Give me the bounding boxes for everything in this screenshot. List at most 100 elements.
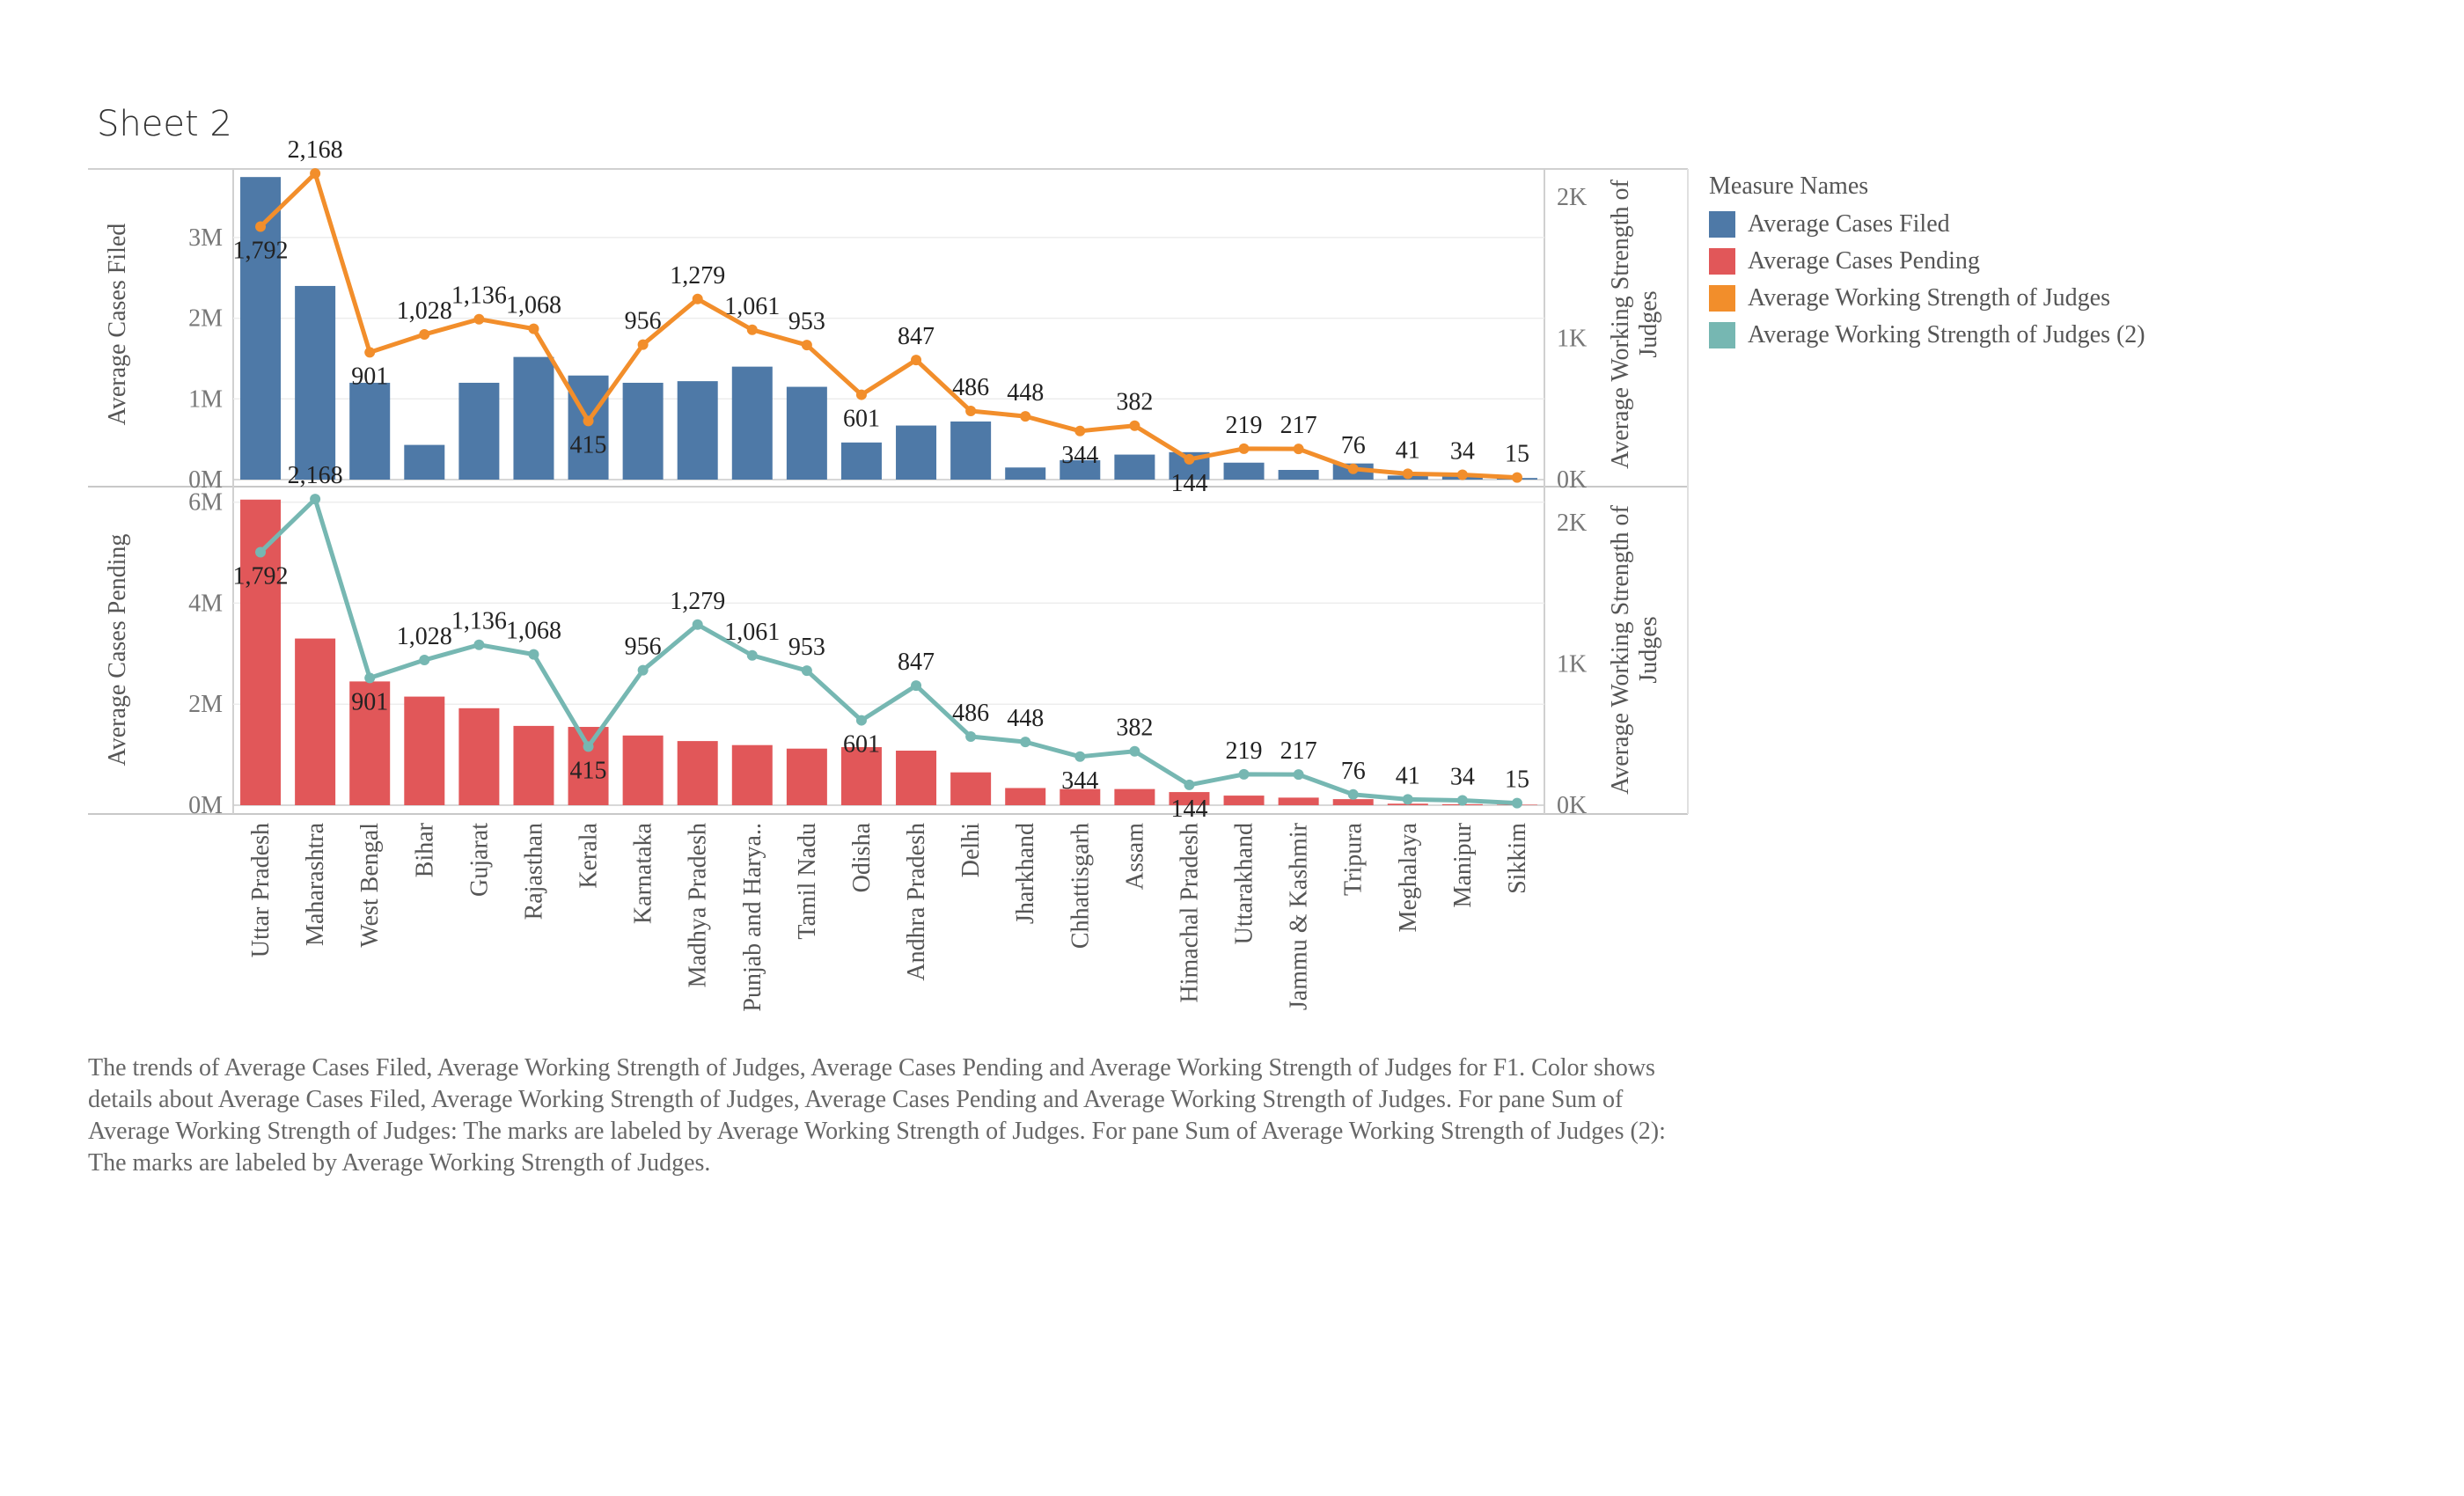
legend-swatch: [1709, 322, 1735, 348]
data-label: 217: [1280, 412, 1317, 439]
line-point: [1129, 745, 1140, 757]
line-point: [1184, 453, 1195, 465]
legend-title: Measure Names: [1709, 172, 1869, 200]
data-label: 1,068: [506, 618, 561, 645]
x-category-label: Assam: [1121, 823, 1148, 890]
sheet-title: Sheet 2: [97, 104, 232, 144]
data-label: 901: [351, 363, 388, 390]
line-point: [1020, 411, 1031, 422]
bar: [622, 382, 664, 480]
line-point: [911, 680, 922, 692]
bar: [295, 285, 336, 480]
line-point: [1347, 463, 1359, 474]
line-point: [364, 672, 376, 684]
line-point: [855, 715, 867, 726]
bar: [1060, 788, 1101, 805]
x-category-label: Andhra Pradesh: [903, 823, 930, 981]
line-point: [310, 168, 321, 180]
data-label: 956: [625, 634, 662, 661]
data-label: 953: [788, 634, 825, 661]
y-tick-label: 0M: [188, 466, 223, 494]
line-point: [1184, 779, 1195, 790]
data-label: 219: [1226, 412, 1263, 439]
bar: [349, 681, 391, 805]
line-point: [1402, 468, 1413, 480]
legend-item-judges[interactable]: Average Working Strength of Judges: [1709, 280, 2145, 317]
line-point: [692, 293, 703, 304]
data-label: 486: [952, 374, 989, 401]
line-point: [1129, 420, 1140, 431]
data-label: 219: [1226, 737, 1263, 765]
data-label: 1,279: [670, 262, 725, 290]
bar: [786, 386, 827, 480]
data-label: 382: [1116, 715, 1153, 742]
legend-item-label: Average Working Strength of Judges: [1748, 284, 2110, 312]
x-category-label: Delhi: [957, 823, 985, 877]
bar: [240, 499, 282, 805]
bar: [1223, 462, 1265, 480]
line-point: [1402, 794, 1413, 805]
data-label: 847: [898, 323, 935, 350]
bar: [1005, 788, 1046, 805]
x-category-label: Madhya Pradesh: [685, 823, 712, 987]
bar: [786, 748, 827, 805]
line-point: [965, 731, 977, 743]
x-category-label: Meghalaya: [1395, 822, 1422, 932]
bar: [950, 772, 992, 805]
data-label: 1,068: [506, 292, 561, 319]
bar: [458, 708, 500, 805]
data-label: 1,061: [724, 293, 780, 320]
x-category-label: Kerala: [576, 822, 603, 888]
line-point: [528, 649, 539, 660]
line-point: [1456, 469, 1468, 480]
legend-item-cases-pending[interactable]: Average Cases Pending: [1709, 243, 2145, 280]
y-tick-label: 6M: [188, 489, 223, 517]
line-point: [1238, 443, 1250, 454]
y2-axis-title-line: Judges: [1635, 290, 1662, 357]
y2-tick-label: 0K: [1557, 466, 1587, 494]
line-point: [473, 639, 485, 650]
x-category-label: Chhattisgarh: [1067, 823, 1094, 949]
x-category-label: Uttarakhand: [1231, 823, 1258, 944]
data-label: 1,792: [233, 237, 289, 264]
bar: [404, 444, 445, 480]
y-tick-label: 2M: [188, 691, 223, 718]
bar: [568, 727, 609, 805]
legend-item-label: Average Cases Pending: [1748, 247, 1980, 275]
bar: [349, 382, 391, 480]
data-label: 956: [625, 308, 662, 335]
data-label: 41: [1396, 762, 1420, 789]
data-label: 1,136: [451, 608, 507, 635]
bar: [1060, 459, 1101, 480]
data-label: 1,061: [724, 619, 780, 646]
y2-tick-label: 1K: [1557, 651, 1587, 678]
line-point: [1020, 737, 1031, 748]
bar: [1278, 797, 1319, 805]
legend-item-label: Average Working Strength of Judges (2): [1748, 321, 2145, 348]
legend-item-judges-2[interactable]: Average Working Strength of Judges (2): [1709, 317, 2145, 354]
bar: [896, 425, 937, 480]
line-point: [855, 389, 867, 400]
x-category-label: Tripura: [1340, 822, 1368, 896]
x-category-label: West Bengal: [356, 823, 384, 948]
x-category-label: Manipur: [1449, 822, 1477, 907]
line-point: [746, 649, 758, 661]
legend-swatch: [1709, 248, 1735, 275]
data-label: 448: [1007, 379, 1044, 407]
x-category-label: Jammu & Kashmir: [1286, 822, 1313, 1010]
x-category-label: Maharashtra: [302, 822, 329, 946]
data-label: 144: [1170, 470, 1207, 497]
bar: [896, 751, 937, 805]
x-category-label: Gujarat: [466, 823, 493, 897]
data-label: 1,279: [670, 588, 725, 615]
data-label: 448: [1007, 705, 1044, 732]
data-label: 344: [1061, 442, 1098, 469]
data-label: 41: [1396, 436, 1420, 464]
bar: [840, 746, 882, 805]
line-point: [528, 323, 539, 334]
line-point: [746, 324, 758, 335]
legend-item-cases-filed[interactable]: Average Cases Filed: [1709, 206, 2145, 243]
x-category-label: Punjab and Harya..: [739, 823, 766, 1012]
line-point: [1074, 425, 1086, 436]
y-tick-label: 0M: [188, 792, 223, 819]
